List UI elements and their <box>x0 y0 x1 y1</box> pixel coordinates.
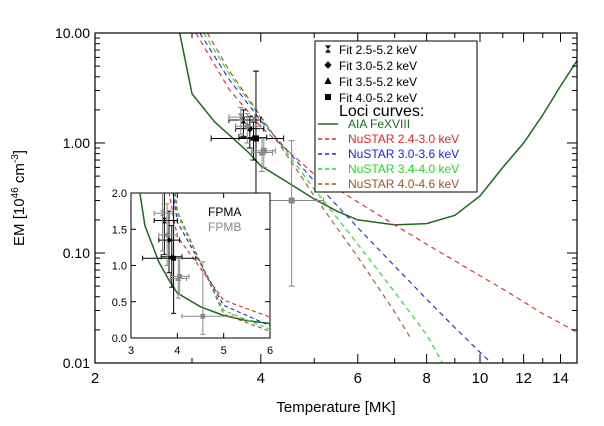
fit-point-marker <box>243 122 251 131</box>
fit-point-marker <box>240 116 247 124</box>
x-tick-label: 14 <box>552 370 569 387</box>
fit-point-marker <box>252 135 259 142</box>
inset-point-marker <box>171 255 177 261</box>
y-tick-label: 1.00 <box>63 135 90 151</box>
inset-loci-curves <box>139 193 270 332</box>
locus-curve <box>206 33 412 340</box>
locus-curve <box>178 33 577 226</box>
inset-point-marker <box>161 217 167 224</box>
fit-point-marker <box>288 197 295 204</box>
loci-curves <box>178 33 577 363</box>
inset-x-tick-label: 3 <box>128 345 134 357</box>
inset-point-marker <box>160 210 165 217</box>
inset-locus-curve <box>139 193 270 325</box>
inset-y-tick-label: 1.0 <box>112 261 127 273</box>
inset-locus-curve <box>168 193 270 318</box>
inset-x-tick-label: 4 <box>174 345 180 357</box>
x-tick-label: 8 <box>422 370 430 387</box>
inset-point-marker <box>200 313 206 319</box>
y-tick-label: 10.00 <box>55 25 90 41</box>
main-axes: 2 4 6 8 10 12 14 10.00 1.00 0.10 0.01 <box>55 25 578 387</box>
x-axis-label: Temperature [MK] <box>276 399 395 416</box>
legend-marker <box>325 45 331 53</box>
legend-fit-label: Fit 3.0-5.2 keV <box>339 59 417 73</box>
inset-background <box>130 192 271 339</box>
y-axis-label: EM [1046 cm-3] <box>10 150 28 246</box>
locus-curve <box>199 33 493 363</box>
inset-y-tick-label: 2.0 <box>112 188 127 200</box>
inset-data-points <box>142 193 234 335</box>
legend-loci-label: NuSTAR 4.0-4.6 keV <box>348 177 459 191</box>
inset-y-tick-label: 0.0 <box>112 333 127 345</box>
locus-curve <box>195 33 577 333</box>
y-tick-label: 0.10 <box>63 245 90 261</box>
inset-x-tick-label: 5 <box>221 345 227 357</box>
fit-point-marker <box>246 124 254 133</box>
x-tick-label: 10 <box>472 370 489 387</box>
legend-marker <box>324 61 332 69</box>
legend-loci-label: AIA FeXVIII <box>348 117 410 131</box>
inset-point-marker <box>177 273 183 279</box>
legend-box <box>314 40 478 193</box>
inset-point-marker <box>164 231 171 239</box>
x-tick-label: 6 <box>354 370 362 387</box>
inset-y-tick-label: 0.5 <box>112 297 127 309</box>
fit-point-marker <box>237 113 244 121</box>
legend-loci-label: NuSTAR 3.0-3.6 keV <box>348 147 459 161</box>
legend: Fit 2.5-5.2 keV Fit 3.0-5.2 keV Fit 3.5-5.… <box>314 40 478 193</box>
x-tick-label: 4 <box>257 370 265 387</box>
inset-x-tick-label: 6 <box>267 345 273 357</box>
legend-fit-label: Fit 2.5-5.2 keV <box>339 43 417 57</box>
inset-detector-label: FPMB <box>208 220 241 234</box>
legend-marker <box>324 77 332 84</box>
legend-loci-title: Loci curves: <box>339 103 424 120</box>
y-tick-label: 0.01 <box>63 355 90 371</box>
x-tick-label: 2 <box>91 370 99 387</box>
inset-axes: 3 4 5 6 0.0 0.5 1.0 1.5 2.0 <box>112 188 273 357</box>
locus-curve <box>203 33 444 363</box>
main-plot-frame <box>94 32 578 364</box>
legend-loci-label: NuSTAR 3.4-4.0 keV <box>348 162 459 176</box>
legend-marker <box>325 94 331 100</box>
fit-point-marker <box>260 147 267 154</box>
legend-fit-label: Fit 3.5-5.2 keV <box>339 75 417 89</box>
inset-detector-label: FPMA <box>208 205 241 219</box>
fit-data-points <box>210 70 325 287</box>
legend-loci-label: NuSTAR 2.4-3.0 keV <box>348 132 459 146</box>
inset-y-tick-label: 1.5 <box>112 224 127 236</box>
legend-fit-label: Fit 4.0-5.2 keV <box>339 91 417 105</box>
x-tick-label: 12 <box>515 370 532 387</box>
